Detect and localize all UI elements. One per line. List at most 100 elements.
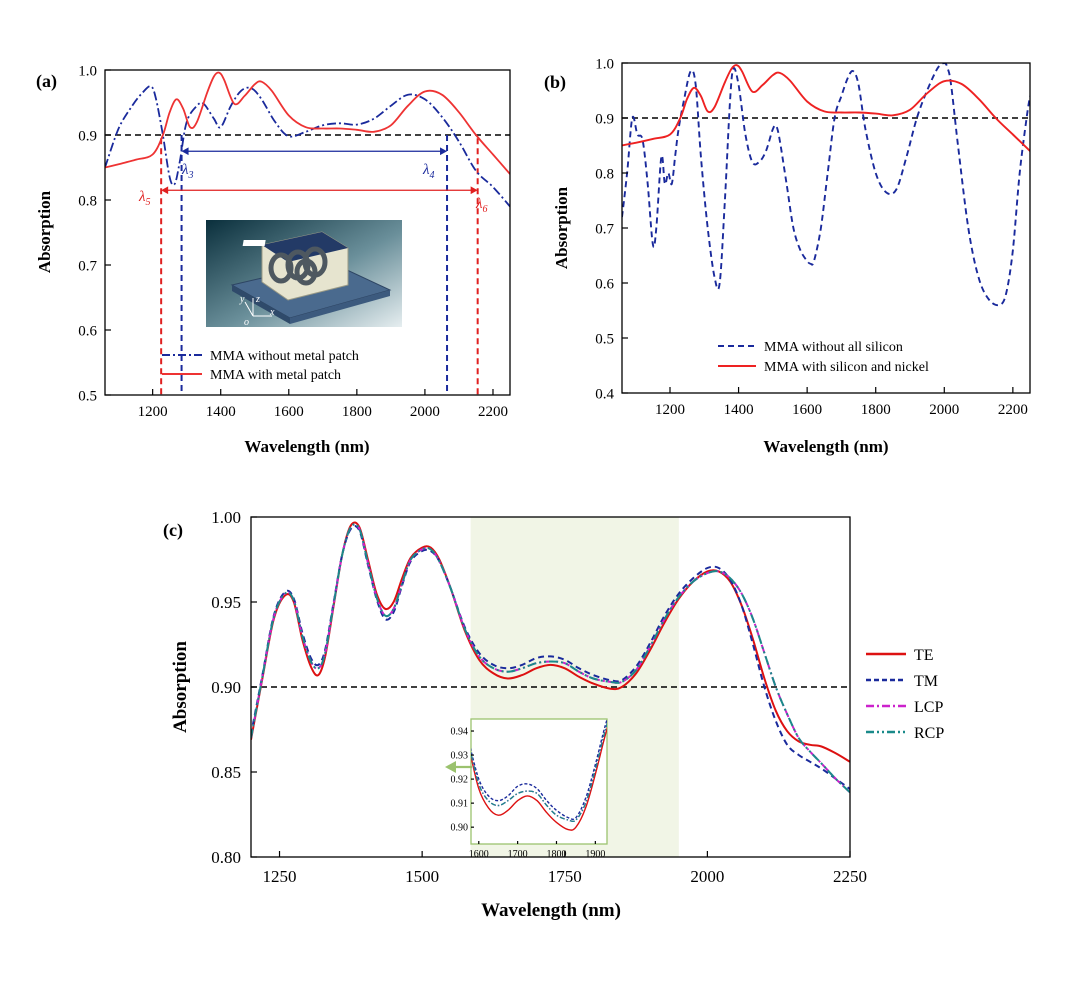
x-tick-label: 1900 (585, 849, 605, 860)
panel-c: 1600 1700 1800 1900 0.90 0.91 0.92 0.93 0.94 125… (163, 508, 944, 921)
x-tick-label: 2000 (690, 867, 724, 886)
arrowhead (470, 186, 478, 195)
panel-b-xlabel: Wavelength (nm) (763, 437, 888, 456)
x-tick-label: 1400 (206, 404, 236, 420)
y-tick-label: 0.5 (78, 388, 97, 404)
x-tick-label: 2200 (998, 402, 1028, 418)
y-tick-label: 0.7 (595, 221, 614, 237)
substrate-side (232, 285, 290, 324)
series-line-mma-without-all-silicon (622, 63, 1030, 307)
y-tick-label: 0.85 (211, 763, 241, 782)
x-tick-label: 1700 (508, 849, 528, 860)
y-tick-label: 0.8 (78, 193, 97, 209)
y-tick-label: 0.95 (211, 593, 241, 612)
lambda5-label: λ5 (138, 189, 151, 208)
panel-a-ylabel: Absorption (35, 190, 54, 273)
panel-c-legend: TE TM LCP RCP (866, 647, 944, 742)
legend-label: TM (914, 673, 938, 690)
panel-a-series (105, 71, 510, 208)
x-tick-label: 1400 (724, 402, 754, 418)
panel-a: y z x o λ5 λ6 λ3 λ4 MMA without metal pa… (35, 63, 511, 456)
y-tick-label: 0.9 (595, 111, 614, 127)
panel-b-legend: MMA without all silicon MMA with silicon… (718, 340, 929, 375)
x-tick-label: 1500 (405, 867, 439, 886)
y-tick-label: 0.94 (451, 727, 469, 738)
y-tick-label: 1.00 (211, 508, 241, 527)
x-tick-label: 1600 (274, 404, 304, 420)
y-tick-label: 0.91 (451, 799, 469, 810)
inset-line-te (471, 726, 607, 831)
x-tick-label: 1750 (548, 867, 582, 886)
x-tick-label: 2000 (929, 402, 959, 418)
arrowhead (181, 147, 189, 156)
y-tick-label: 0.92 (451, 775, 469, 786)
x-tick-label: 1600 (469, 849, 489, 860)
axis-x-label: x (269, 307, 275, 318)
panel-c-label: (c) (163, 520, 183, 541)
inset-line-rcp (471, 721, 607, 823)
model-illustration: y z x o (206, 220, 402, 328)
panel-c-series (251, 521, 850, 794)
patch-highlight (242, 240, 266, 246)
panel-c-axes: 1250 1500 1750 2000 2250 0.80 0.85 0.90 0.95 1.00 (211, 508, 867, 886)
panel-b-series (622, 63, 1030, 307)
panel-a-wavelength-markers (160, 135, 479, 395)
panel-a-frame (104, 69, 511, 396)
lambda6-label: λ6 (475, 196, 488, 215)
axis-y-line (244, 301, 254, 317)
x-tick-label: 2000 (410, 404, 440, 420)
series-line-mma-with-metal-patch (105, 71, 510, 175)
legend-label: TE (914, 647, 934, 664)
panel-c-xlabel: Wavelength (nm) (481, 900, 621, 921)
y-tick-label: 1.0 (78, 63, 97, 79)
axis-z-label: z (255, 294, 260, 305)
y-tick-label: 0.9 (78, 128, 97, 144)
series-line-mma-with-silicon-and-nickel (622, 64, 1030, 152)
x-tick-label: 1200 (138, 404, 168, 420)
y-tick-label: 0.4 (595, 386, 614, 402)
ring (268, 252, 294, 284)
legend-label: MMA without metal patch (210, 349, 359, 364)
x-tick-label: 1800 (861, 402, 891, 418)
x-tick-label: 1800 (546, 849, 566, 860)
panel-a-label: (a) (36, 71, 57, 92)
y-tick-label: 0.8 (595, 166, 614, 182)
y-tick-label: 0.5 (595, 331, 614, 347)
series-line-mma-without-metal-patch (105, 85, 510, 208)
x-tick-label: 1200 (655, 402, 685, 418)
y-tick-label: 1.0 (595, 56, 614, 72)
panel-b-ylabel: Absorption (552, 186, 571, 269)
panel-c-ylabel: Absorption (170, 641, 191, 733)
legend-label: MMA without all silicon (764, 340, 903, 355)
arrowhead (440, 147, 448, 156)
series-line-rcp (251, 523, 850, 794)
inset-series (471, 719, 607, 831)
legend-label: MMA with silicon and nickel (764, 360, 929, 375)
legend-label: LCP (914, 699, 943, 716)
lambda3-label: λ3 (181, 162, 194, 181)
panel-a-legend: MMA without metal patch MMA with metal p… (162, 349, 359, 383)
panel-b: MMA without all silicon MMA with silicon… (544, 56, 1031, 456)
x-tick-label: 1250 (263, 867, 297, 886)
lambda4-label: λ4 (422, 162, 435, 181)
inset-frame (470, 718, 608, 845)
inset-pointer-arrowhead (445, 761, 456, 773)
y-tick-label: 0.6 (595, 276, 614, 292)
x-tick-label: 2200 (478, 404, 508, 420)
panel-b-label: (b) (544, 72, 566, 93)
x-tick-label: 1800 (342, 404, 372, 420)
legend-label: RCP (914, 725, 944, 742)
panel-a-axes: 1200 1400 1600 1800 2000 2200 0.5 0.6 0.7 0.8 0.9 1… (78, 63, 508, 420)
panel-b-axes: 1200 1400 1600 1800 2000 2200 0.4 0.5 0.6 0.7 0.8 0… (595, 56, 1028, 418)
y-tick-label: 0.80 (211, 848, 241, 867)
axis-o-label: o (244, 317, 249, 328)
ring (294, 258, 318, 286)
axis-y-label: y (239, 294, 245, 305)
axes-glyph (244, 298, 272, 317)
y-tick-label: 0.90 (451, 823, 469, 834)
y-tick-label: 0.6 (78, 323, 97, 339)
inset-axes: 1600 1700 1800 1900 0.90 0.91 0.92 0.93 0.94 (451, 727, 606, 860)
x-tick-label: 2250 (833, 867, 867, 886)
y-tick-label: 0.90 (211, 678, 241, 697)
substrate-front (290, 290, 390, 324)
